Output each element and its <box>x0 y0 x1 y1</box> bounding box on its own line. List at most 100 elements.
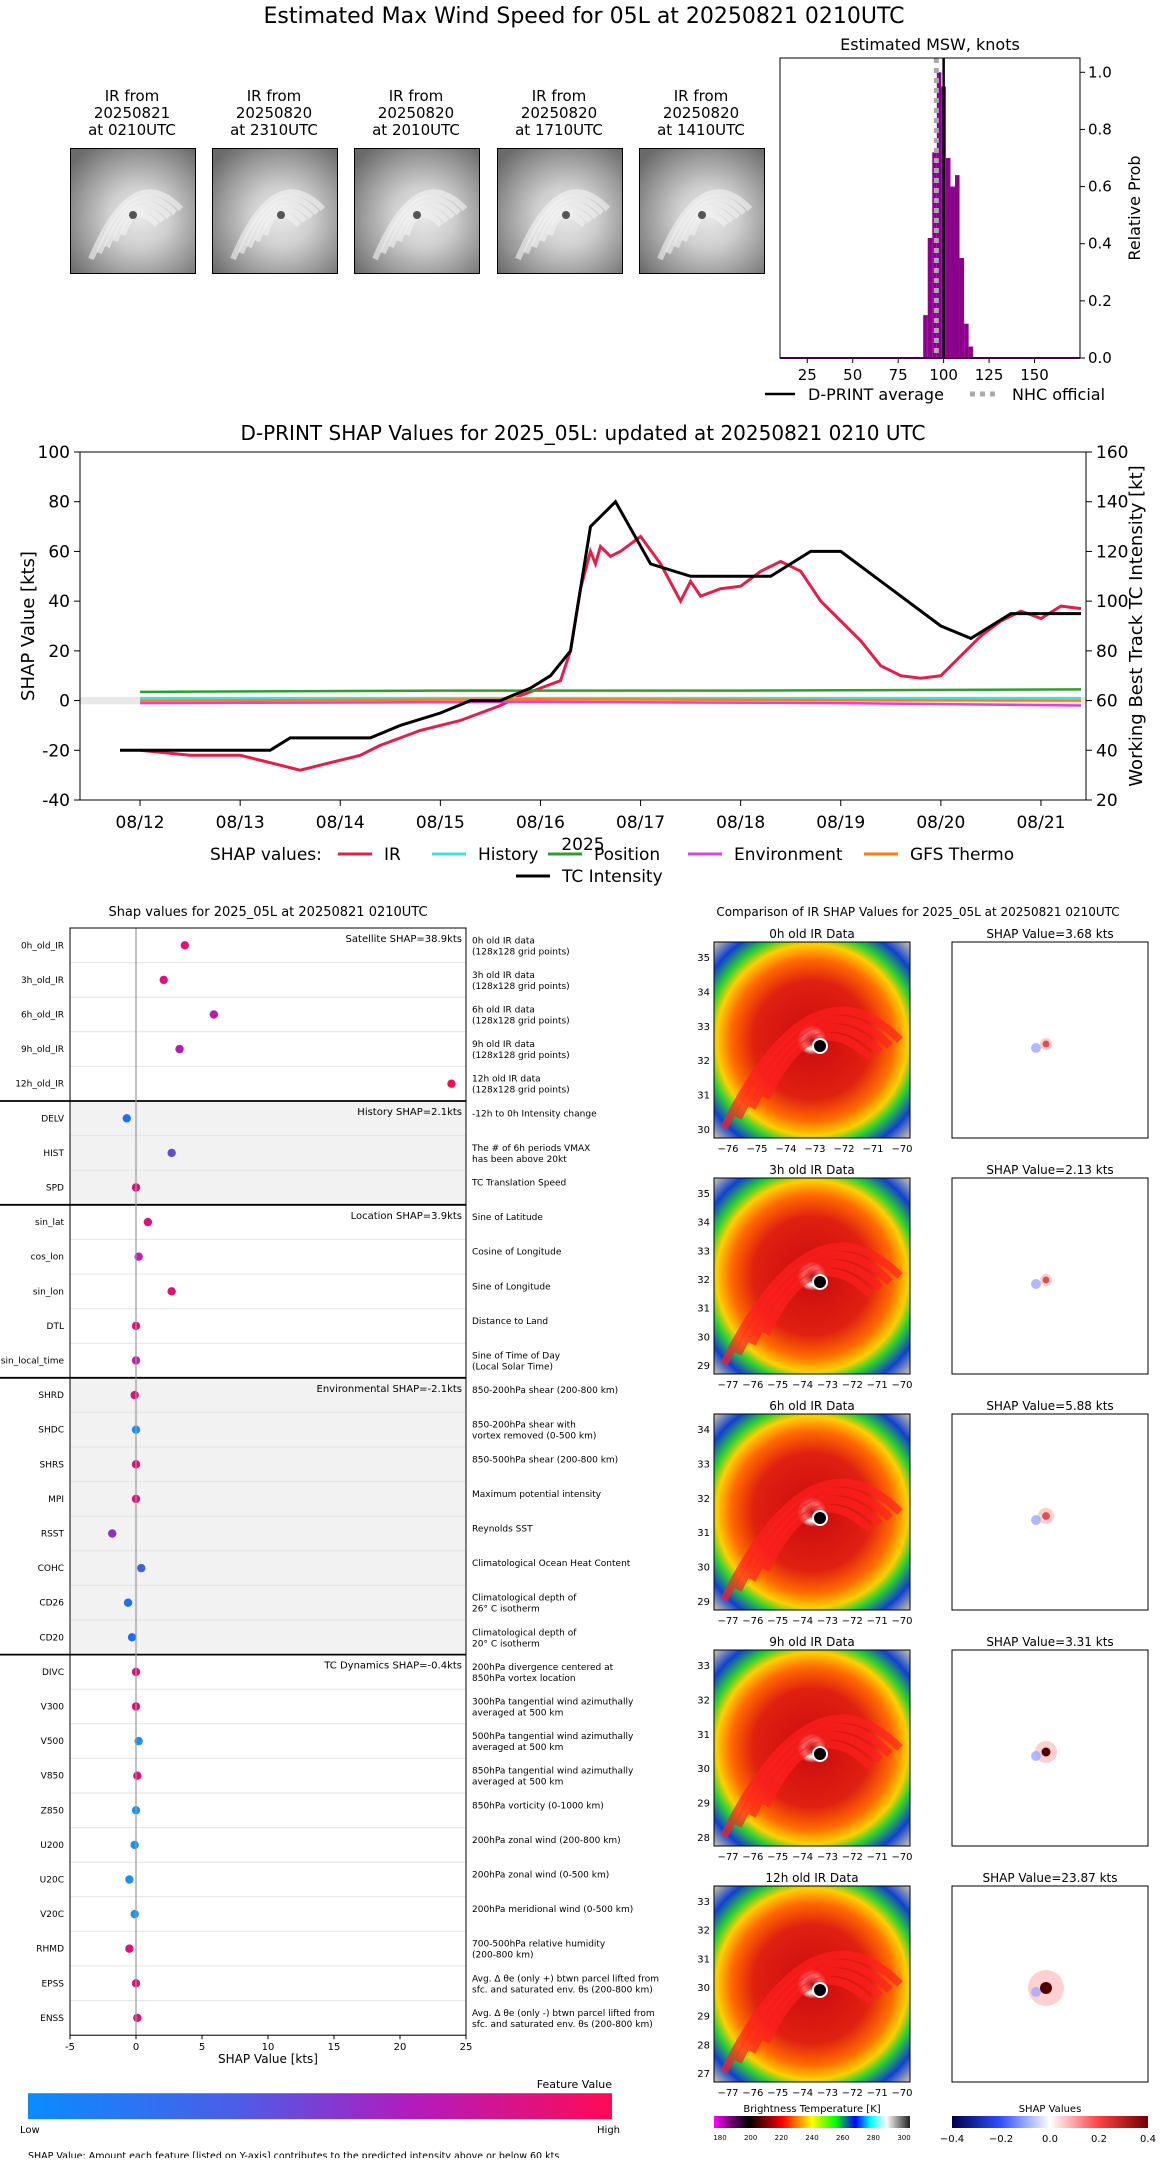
ts-y-tick-label: 20 <box>48 642 70 662</box>
ir-spiral-band <box>762 1976 873 2044</box>
ir-eye <box>812 1746 828 1762</box>
thumbnail-caption-time: at 0210UTC <box>88 121 176 139</box>
legend-title: SHAP values: <box>210 845 322 865</box>
ir-y-tick-label: 31 <box>697 1091 710 1102</box>
hist-bar <box>968 346 974 358</box>
feature-desc: 850-200hPa shear with <box>472 1421 576 1431</box>
feature-desc: 500hPa tangential wind azimuthally <box>472 1732 634 1742</box>
hist-x-tick-label: 100 <box>929 366 958 384</box>
shap-core <box>1041 1747 1051 1757</box>
ir-y-tick-label: 31 <box>697 1528 710 1539</box>
feature-name: U200 <box>40 1841 64 1851</box>
feature-desc: Cosine of Longitude <box>472 1248 562 1258</box>
shap-timeseries-chart: D-PRINT SHAP Values for 2025_05L: update… <box>18 421 1147 887</box>
feature-desc: Sine of Latitude <box>472 1213 543 1223</box>
ts-x-tick-label: 08/15 <box>416 813 465 833</box>
ir-x-tick-label: −76 <box>742 1616 763 1627</box>
ir-x-tick-label: −77 <box>717 1616 738 1627</box>
dot-title: Shap values for 2025_05L at 20250821 021… <box>108 905 427 920</box>
feature-name: DELV <box>41 1114 65 1124</box>
ir-x-tick-label: −70 <box>891 1144 912 1155</box>
ir-y-tick-label: 34 <box>697 987 710 998</box>
feature-desc-2: 850hPa vortex location <box>472 1674 576 1684</box>
feature-desc: Avg. Δ θe (only +) btwn parcel lifted fr… <box>472 1974 659 1984</box>
shap-panel-title: SHAP Value=5.88 kts <box>986 1399 1113 1413</box>
thumbnail-caption-date: 20250820 <box>662 104 740 122</box>
feature-name: CD20 <box>39 1633 64 1643</box>
ir-y-tick-label: 31 <box>697 1954 710 1965</box>
feature-desc: 200hPa meridional wind (0-500 km) <box>472 1905 633 1915</box>
feature-desc-2: sfc. and saturated env. θs (200-800 km) <box>472 2020 653 2030</box>
feature-desc: Distance to Land <box>472 1317 548 1327</box>
hist-y-tick-label: 1.0 <box>1088 63 1112 81</box>
feature-bar-low: Low <box>20 2125 40 2136</box>
feature-name: DIVC <box>42 1668 64 1678</box>
thumbnail-caption-time: at 2010UTC <box>372 121 460 139</box>
dot-x-tick-label: 20 <box>394 2042 407 2053</box>
thumbnail-caption-line: IR from <box>388 87 444 105</box>
hist-bar <box>927 238 933 358</box>
feature-name: RHMD <box>36 1945 64 1955</box>
ts-frame <box>79 451 1087 801</box>
bt-tick-label: 200 <box>744 2134 757 2142</box>
ts-y-right-tick-label: 120 <box>1096 542 1128 562</box>
ir-x-tick-label: −76 <box>742 1852 763 1863</box>
ts-y-right-tick-label: 100 <box>1096 592 1128 612</box>
ir-x-tick-label: −72 <box>842 2088 863 2099</box>
feature-desc: 200hPa zonal wind (0-500 km) <box>472 1871 609 1881</box>
hist-title: Estimated MSW, knots <box>840 35 1020 54</box>
shap-core <box>1042 1276 1050 1284</box>
feature-dot <box>125 1875 134 1884</box>
ts-y-tick-label: 40 <box>48 592 70 612</box>
ir-thumbnail-image <box>497 148 623 274</box>
bt-colorbar <box>714 2116 910 2128</box>
feature-name: V20C <box>40 1910 64 1920</box>
bt-tick-label: 240 <box>805 2134 818 2142</box>
ir-y-tick-label: 33 <box>697 1897 710 1908</box>
ir-y-tick-label: 28 <box>697 1833 710 1844</box>
hist-frame <box>779 57 1081 359</box>
feature-desc-2: (128x128 grid points) <box>472 982 570 992</box>
thumbnail-caption-date: 20250820 <box>377 104 455 122</box>
ir-frame <box>713 1413 911 1611</box>
position-series-line <box>140 688 1082 694</box>
feature-desc: Sine of Longitude <box>472 1282 551 1292</box>
feature-desc: 300hPa tangential wind azimuthally <box>472 1698 634 1708</box>
shap-blob-neg <box>1031 1279 1041 1289</box>
ir-x-tick-label: −73 <box>817 2088 838 2099</box>
ir-x-tick-label: −74 <box>792 1380 813 1391</box>
ir-panel-title: 6h old IR Data <box>769 1399 855 1413</box>
feature-desc-2: averaged at 500 km <box>472 1743 563 1753</box>
thumbnail-caption-line: IR from <box>673 87 729 105</box>
ir-eye <box>812 1038 828 1054</box>
ir-frame <box>713 941 911 1139</box>
ir-x-tick-label: −77 <box>717 2088 738 2099</box>
group-label: TC Dynamics SHAP=-0.4kts <box>323 1661 462 1672</box>
ir-spiral-band <box>762 1032 873 1100</box>
ir-frame <box>713 1177 911 1375</box>
feature-name: ENSS <box>40 2014 64 2024</box>
ir-y-tick-label: 32 <box>697 1695 710 1706</box>
tc-intensity-line <box>120 499 1081 752</box>
feature-name: 6h_old_IR <box>21 1011 64 1021</box>
hist-bar <box>936 72 942 359</box>
feature-dot <box>125 1944 134 1953</box>
feature-desc-2: (128x128 grid points) <box>472 1017 570 1027</box>
ts-x-tick-label: 08/21 <box>1016 813 1065 833</box>
feature-desc-2: (128x128 grid points) <box>472 1051 570 1061</box>
feature-desc: 6h old IR data <box>472 1006 535 1016</box>
ts-y-tick-label: -40 <box>42 791 70 811</box>
feature-desc-2: vortex removed (0-500 km) <box>472 1432 596 1442</box>
thumbnail-caption: IR from 20250820 at 2310UTC <box>204 88 344 139</box>
shap-colorbar-title: SHAP Values <box>1019 2104 1082 2115</box>
ts-y-right-tick-label: 140 <box>1096 493 1128 513</box>
ts-y-right-tick-label: 80 <box>1096 642 1118 662</box>
feature-desc: Climatological depth of <box>472 1594 577 1604</box>
ir-panel-title: 3h old IR Data <box>769 1163 855 1177</box>
ts-y-tick-label: 80 <box>48 493 70 513</box>
feature-name: 0h_old_IR <box>21 941 64 951</box>
thumbnail-caption: IR from 20250820 at 1710UTC <box>489 88 629 139</box>
shap-panel-title: SHAP Value=23.87 kts <box>983 1871 1118 1885</box>
legend-label-tc: TC Intensity <box>561 867 663 887</box>
ir-spiral-band <box>720 1242 903 1366</box>
